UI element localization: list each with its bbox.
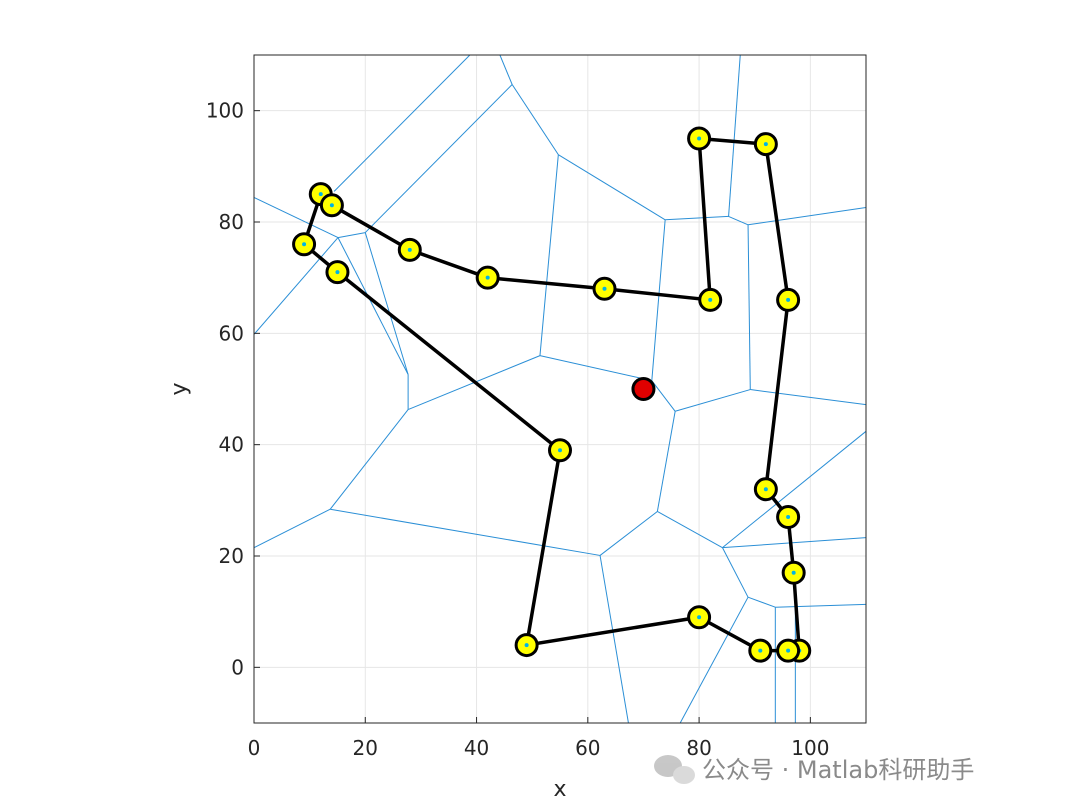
voronoi-edge <box>728 215 749 226</box>
voronoi-edge <box>254 508 331 549</box>
voronoi-edge <box>747 224 751 390</box>
voronoi-edge <box>675 389 751 412</box>
seed-point <box>697 615 702 620</box>
target-marker <box>631 377 656 401</box>
seed-point <box>791 570 796 575</box>
voronoi-edge <box>665 215 729 221</box>
voronoi-edge <box>747 596 776 608</box>
seed-point <box>786 297 791 302</box>
voronoi-edge <box>657 511 723 549</box>
x-tick-label: 80 <box>686 736 711 760</box>
y-tick-label: 20 <box>219 544 244 568</box>
y-tick-label: 60 <box>219 321 244 345</box>
ticks: 0 20 40 60 80 100 0 20 40 60 80 100 <box>206 99 830 760</box>
voronoi-edge <box>499 55 513 85</box>
seed-point <box>786 515 791 520</box>
seed-point <box>758 648 763 653</box>
voronoi-edge <box>722 430 866 549</box>
y-axis-label: y <box>167 382 192 395</box>
voronoi-edge <box>364 84 513 233</box>
axes-box <box>253 54 867 724</box>
y-tick-label: 0 <box>231 655 244 679</box>
voronoi-edge <box>539 154 559 356</box>
voronoi-edge <box>722 547 749 598</box>
voronoi-edge <box>364 232 409 375</box>
route <box>292 126 812 663</box>
x-tick-label: 40 <box>464 736 489 760</box>
voronoi-edge <box>775 603 866 608</box>
seed-point <box>318 192 323 197</box>
voronoi-edge <box>599 511 658 556</box>
seed-point <box>763 142 768 147</box>
seed-point <box>524 643 529 648</box>
voronoi-edge <box>722 537 866 549</box>
x-tick-label: 20 <box>353 736 378 760</box>
seed-point <box>697 136 702 141</box>
y-tick-label: 80 <box>219 210 244 234</box>
voronoi-edge <box>728 55 741 217</box>
voronoi-edge <box>329 409 409 510</box>
x-tick-label: 60 <box>575 736 600 760</box>
seed-point <box>763 487 768 492</box>
voronoi-edge <box>679 596 749 723</box>
seed-point <box>485 275 490 280</box>
voronoi-edge <box>337 237 409 375</box>
voronoi-edge <box>330 508 601 556</box>
voronoi-edge <box>599 555 629 723</box>
voronoi-edge <box>656 411 676 512</box>
x-axis-label: x <box>553 777 566 802</box>
voronoi-edge <box>750 389 866 406</box>
y-tick-label: 40 <box>219 433 244 457</box>
seed-point <box>335 270 340 275</box>
watermark-logo <box>654 755 695 784</box>
seed-point <box>602 286 607 291</box>
seed-point <box>302 242 307 247</box>
watermark: 公众号 · Matlab科研助手 <box>702 756 974 784</box>
x-tick-label: 0 <box>248 736 261 760</box>
voronoi-edge <box>333 55 471 192</box>
voronoi-edge <box>651 219 666 381</box>
seed-point <box>786 648 791 653</box>
voronoi-edge <box>651 380 676 412</box>
y-tick-label: 100 <box>206 99 244 123</box>
seed-point <box>329 203 334 208</box>
voronoi-edge <box>558 154 666 221</box>
seed-point <box>558 448 562 453</box>
voronoi-edge <box>254 237 339 335</box>
seed-point <box>407 247 412 252</box>
voronoi-edge <box>254 197 339 239</box>
x-tick-label: 100 <box>791 736 829 760</box>
voronoi-edge <box>747 207 866 226</box>
seed-point <box>708 297 713 302</box>
plot-area <box>254 55 866 723</box>
voronoi-edge <box>337 232 366 239</box>
voronoi-edge <box>539 355 652 382</box>
voronoi-edge <box>511 84 559 155</box>
